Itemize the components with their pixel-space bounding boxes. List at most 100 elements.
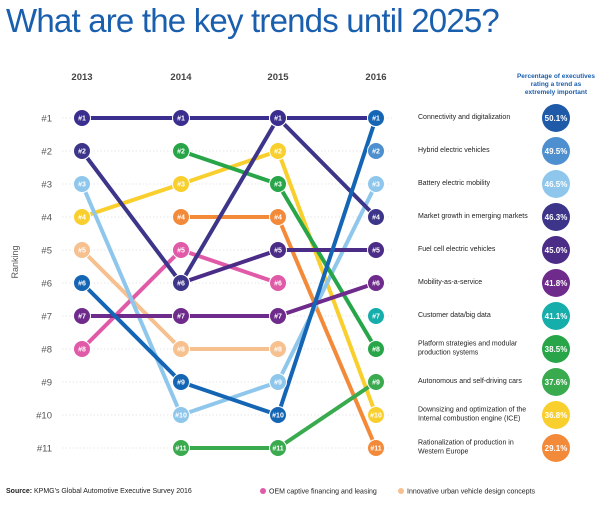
percent-badge-circle	[542, 236, 570, 264]
series-line	[80, 248, 280, 351]
node-circle	[367, 307, 385, 325]
node-rank-label: #2	[177, 149, 185, 156]
series-node: #7	[269, 307, 287, 325]
rank-tick-label: #10	[36, 411, 52, 422]
rank-axis: #1 #2 #3 #4 #5 #6 #7 #8 #9 #10 #11	[36, 114, 52, 455]
node-circle	[73, 142, 91, 160]
node-circle	[367, 340, 385, 358]
node-circle	[172, 406, 190, 424]
node-circle	[172, 109, 190, 127]
rank-tick-label: #1	[41, 114, 52, 125]
year-tick-label: 2014	[170, 72, 192, 83]
node-circle	[73, 274, 91, 292]
rank-tick-label: #7	[41, 312, 52, 323]
percent-header-line: Percentage of executives	[517, 73, 595, 80]
percent-badge-circle	[542, 269, 570, 297]
node-rank-label: #3	[177, 182, 185, 189]
percent-value: 38.5%	[545, 345, 568, 354]
rank-tick-label: #9	[41, 378, 52, 389]
node-rank-label: #2	[274, 149, 282, 156]
percent-value: 46.3%	[545, 213, 568, 222]
series-node: #6	[269, 274, 287, 292]
percent-value: 41.8%	[545, 279, 568, 288]
year-tick-label: 2015	[267, 72, 289, 83]
year-axis: 2013 2014 2015 2016	[71, 72, 386, 83]
node-rank-label: #7	[372, 314, 380, 321]
node-rank-label: #7	[78, 314, 86, 321]
node-circle	[269, 340, 287, 358]
trend-description: Market growth in emerging markets	[418, 212, 528, 220]
percent-badge-circle	[542, 401, 570, 429]
series-node: #1	[73, 109, 91, 127]
rank-tick-label: #2	[41, 147, 52, 158]
node-circle	[269, 307, 287, 325]
node-circle	[367, 142, 385, 160]
node-rank-label: #11	[272, 446, 283, 453]
series-node: #4	[269, 208, 287, 226]
node-rank-label: #4	[372, 215, 380, 222]
percent-badge-circle	[542, 434, 570, 462]
trend-description: Customer data/big data	[418, 311, 491, 319]
series-line	[80, 116, 378, 417]
node-rank-label: #2	[372, 149, 380, 156]
percent-badge-circle	[542, 170, 570, 198]
legend-dot-icon	[398, 488, 404, 494]
source-text: KPMG's Global Automotive Executive Surve…	[34, 488, 192, 495]
node-rank-label: #1	[372, 116, 380, 123]
trend-description: Fuel cell electric vehicles	[418, 245, 496, 253]
node-rank-label: #1	[177, 116, 185, 123]
series-node: #7	[172, 307, 190, 325]
trend-description: Autonomous and self-driving cars	[418, 377, 522, 385]
series-node: #2	[269, 142, 287, 160]
node-rank-label: #6	[372, 281, 380, 288]
node-rank-label: #5	[274, 248, 282, 255]
series-line	[80, 281, 378, 318]
rank-tick-label: #6	[41, 279, 52, 290]
series-node: #6	[73, 274, 91, 292]
source-note: Source: KPMG's Global Automotive Executi…	[6, 488, 192, 495]
node-circle	[367, 274, 385, 292]
percent-badge: 49.5%	[542, 137, 570, 165]
y-axis-label: Ranking	[10, 245, 20, 278]
legend-label: OEM captive financing and leasing	[269, 488, 377, 496]
percent-value: 46.5%	[545, 180, 568, 189]
node-circle	[172, 208, 190, 226]
node-circle	[172, 307, 190, 325]
percent-badge: 36.8%	[542, 401, 570, 429]
trend-description: Mobility-as-a-service	[418, 278, 483, 286]
node-circle	[172, 373, 190, 391]
series-node: #8	[172, 340, 190, 358]
node-rank-label: #5	[177, 248, 185, 255]
node-circle	[73, 340, 91, 358]
node-rank-label: #8	[274, 347, 282, 354]
node-circle	[367, 439, 385, 457]
node-circle	[269, 373, 287, 391]
percent-header-line: extremely important	[525, 89, 588, 96]
series-node: #5	[269, 241, 287, 259]
series-node: #6	[172, 274, 190, 292]
node-rank-label: #4	[177, 215, 185, 222]
rank-tick-label: #11	[37, 444, 52, 455]
node-rank-label: #4	[78, 215, 86, 222]
series-nodes: #5 #8 #8 #8 #5 #6 #4 #3 #2 #10 #4 #4 #11 #3 #10 #9 #3 #11…	[73, 109, 385, 457]
node-circle	[367, 373, 385, 391]
chart-title: What are the key trends until 2025?	[6, 2, 500, 39]
node-rank-label: #2	[78, 149, 86, 156]
node-circle	[172, 175, 190, 193]
series-node: #11	[172, 439, 190, 457]
series-node: #2	[172, 142, 190, 160]
percent-badge: 38.5%	[542, 335, 570, 363]
node-circle	[367, 109, 385, 127]
series-node: #2	[367, 142, 385, 160]
series-node: #9	[172, 373, 190, 391]
node-rank-label: #5	[372, 248, 380, 255]
node-rank-label: #6	[274, 281, 282, 288]
percent-badge: 45.0%	[542, 236, 570, 264]
trend-description: Battery electric mobility	[418, 179, 490, 187]
node-rank-label: #1	[274, 116, 282, 123]
legend-item-urban-design: Innovative urban vehicle design concepts	[398, 488, 535, 496]
series-node: #9	[269, 373, 287, 391]
series-node: #10	[172, 406, 190, 424]
series-node: #4	[73, 208, 91, 226]
series-node: #11	[367, 439, 385, 457]
